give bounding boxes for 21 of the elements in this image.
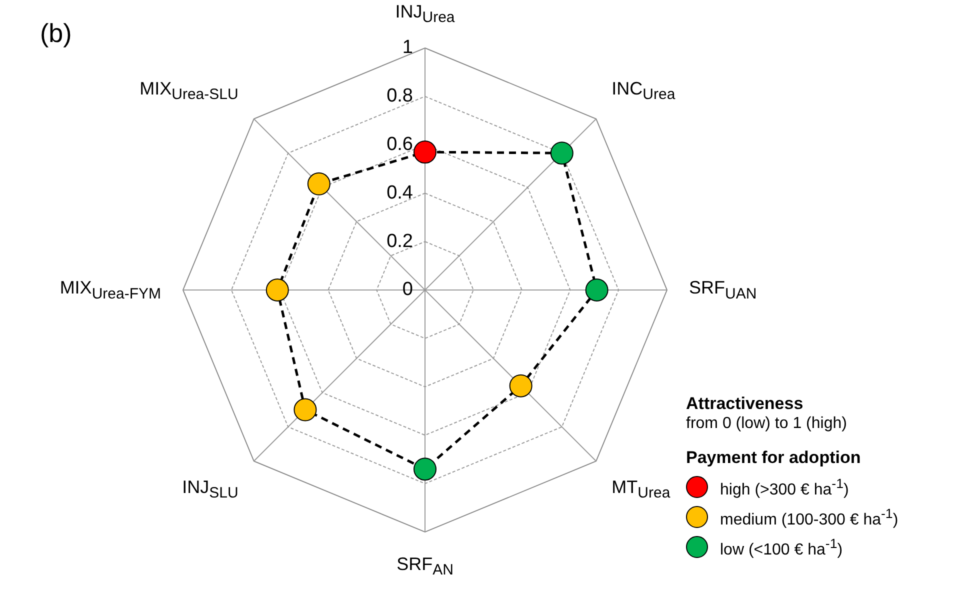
spoke-label: INC$_{Urea}$ [612, 78, 676, 104]
y-tick-label: 0.8 [386, 86, 413, 107]
text: Attractiveness [686, 394, 804, 414]
spoke-label: SRF$_{AN}$ [396, 554, 454, 579]
spoke-label: INJ$_{Urea}$ [395, 1, 455, 26]
legend-label: medium (100-300 € ha$^{-1}$) [720, 504, 898, 530]
spoke-label: MT$_{Urea}$ [612, 476, 670, 502]
spoke-label: SRF$_{UAN}$ [689, 278, 757, 302]
spoke-label: INJ$_{SLU}$ [182, 476, 238, 502]
y-tick-label: 0 [402, 279, 413, 300]
text: (b) [40, 18, 72, 49]
legend-title: Payment for adoption [686, 448, 862, 468]
spoke-label: MIX$_{Urea-SLU}$ [140, 78, 238, 104]
y-tick-label: 0.4 [386, 182, 414, 204]
spoke-label: MIX$_{Urea-FYM}$ [60, 278, 161, 302]
y-tick-label: 1 [402, 37, 413, 58]
text: from 0 (low) to 1 (high) [686, 414, 848, 434]
y-tick-label: 0.2 [386, 230, 413, 252]
legend-label: high (>300 € ha$^{-1}$) [720, 474, 849, 500]
legend-label: low (<100 € ha$^{-1}$) [720, 534, 843, 560]
y-tick-label: 0.6 [386, 134, 413, 156]
